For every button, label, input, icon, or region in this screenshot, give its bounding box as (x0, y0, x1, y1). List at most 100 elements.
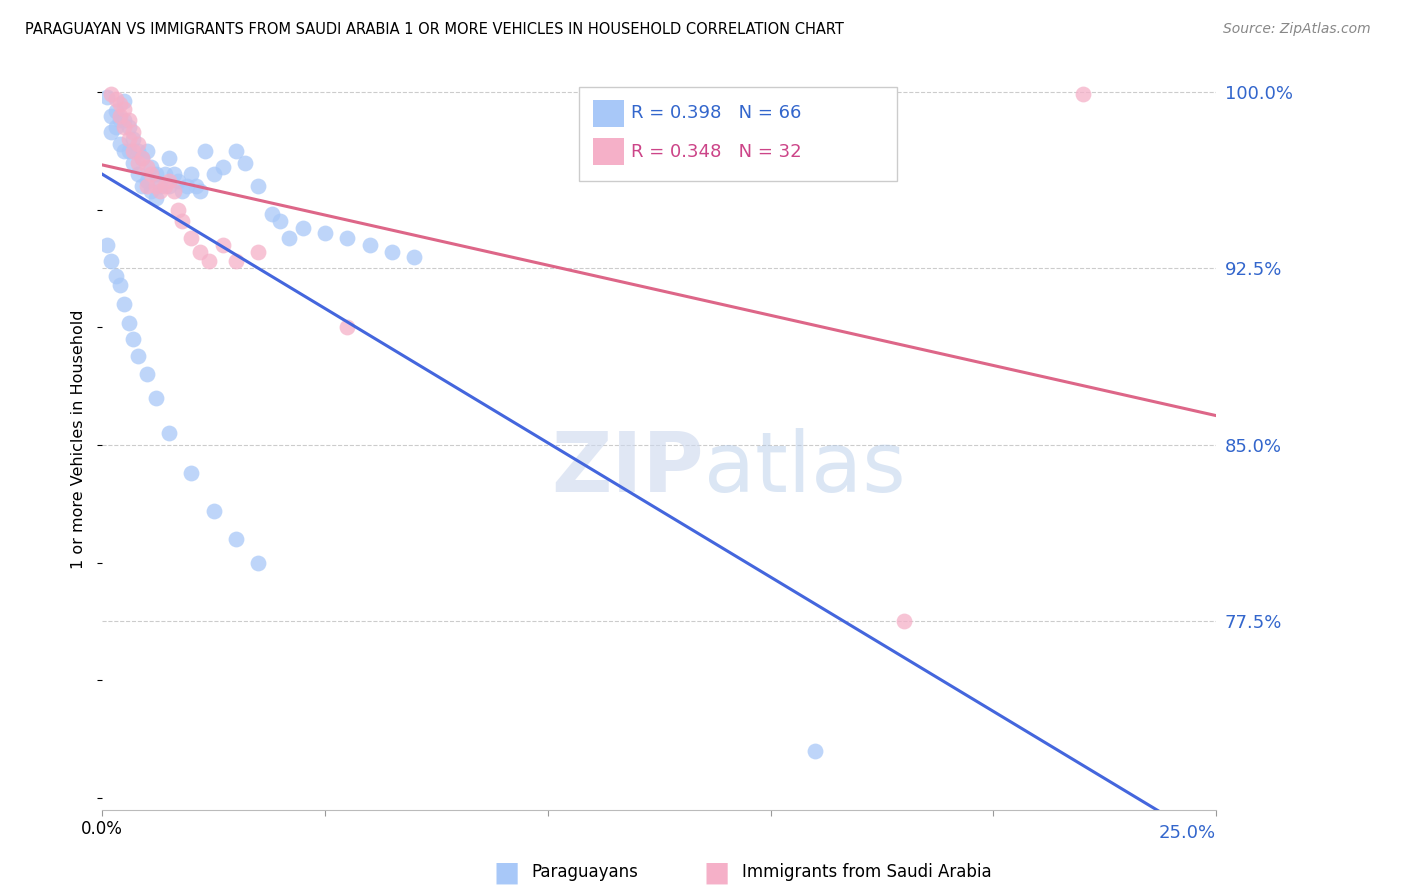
Point (145, 168, 167, 182)
Point (131, 179, 153, 194)
Point (180, 231, 202, 245)
Point (118, 132, 141, 146)
Point (225, 144, 247, 158)
Point (96, 89, 118, 103)
Point (172, 184, 194, 198)
Point (176, 179, 198, 194)
Text: PARAGUAYAN VS IMMIGRANTS FROM SAUDI ARABIA 1 OR MORE VEHICLES IN HOUSEHOLD CORRE: PARAGUAYAN VS IMMIGRANTS FROM SAUDI ARAB… (25, 22, 844, 37)
Point (291, 221, 314, 235)
Point (127, 349, 149, 363)
Point (135, 179, 157, 194)
Point (104, 268, 127, 283)
Point (184, 179, 207, 194)
Point (118, 113, 141, 128)
Text: Immigrants from Saudi Arabia: Immigrants from Saudi Arabia (742, 863, 993, 881)
Point (114, 95, 136, 109)
Point (108, 136, 131, 151)
Point (180, 466, 202, 480)
Point (108, 109, 131, 123)
Point (114, 297, 136, 311)
Point (122, 132, 145, 146)
Point (188, 245, 211, 260)
Point (100, 87, 122, 102)
Point (153, 168, 176, 182)
Point (893, 615, 915, 629)
Point (114, 144, 136, 158)
Text: ZIP: ZIP (551, 428, 704, 509)
Point (225, 532, 247, 546)
Text: atlas: atlas (704, 428, 905, 509)
Point (141, 161, 163, 175)
Point (118, 144, 141, 158)
Point (149, 184, 172, 198)
Point (247, 179, 270, 194)
Point (260, 207, 283, 221)
Point (278, 231, 301, 245)
Point (127, 136, 149, 151)
Point (211, 238, 233, 252)
Point (359, 238, 381, 252)
Point (104, 92, 127, 106)
Point (127, 144, 149, 158)
Point (194, 144, 217, 158)
Text: R = 0.348   N = 32: R = 0.348 N = 32 (631, 143, 801, 161)
Point (172, 214, 194, 228)
Point (141, 168, 163, 182)
Point (211, 161, 233, 175)
Point (131, 151, 153, 165)
Point (100, 109, 122, 123)
Text: Source: ZipAtlas.com: Source: ZipAtlas.com (1223, 22, 1371, 37)
Point (145, 179, 167, 194)
Point (233, 155, 256, 169)
Point (804, 744, 827, 758)
Point (118, 316, 141, 330)
Point (122, 144, 145, 158)
Point (122, 332, 145, 346)
Point (1071, 87, 1094, 102)
Y-axis label: 1 or more Vehicles in Household: 1 or more Vehicles in Household (72, 310, 86, 569)
Point (100, 254, 122, 268)
Point (135, 174, 157, 188)
Point (157, 151, 180, 165)
Point (114, 113, 136, 128)
Point (135, 368, 157, 382)
Point (127, 155, 149, 169)
Point (162, 168, 184, 182)
Point (269, 214, 291, 228)
Point (404, 250, 426, 264)
Point (247, 245, 270, 260)
Point (153, 179, 176, 194)
Point (336, 231, 359, 245)
Point (122, 155, 145, 169)
Point (108, 277, 131, 292)
Text: R = 0.398   N = 66: R = 0.398 N = 66 (631, 104, 801, 122)
Point (131, 151, 153, 165)
Point (149, 179, 172, 194)
Point (135, 161, 157, 175)
Point (104, 120, 127, 135)
Point (157, 426, 180, 441)
Point (198, 254, 221, 268)
Point (145, 191, 167, 205)
Point (202, 504, 225, 518)
Text: Paraguayans: Paraguayans (531, 863, 638, 881)
Point (122, 125, 145, 139)
Point (108, 96, 131, 111)
Point (202, 168, 225, 182)
Point (104, 103, 127, 118)
Point (141, 184, 163, 198)
Point (157, 174, 180, 188)
Point (118, 120, 141, 135)
Point (336, 320, 359, 334)
Point (157, 179, 180, 194)
Point (247, 556, 270, 570)
Point (381, 245, 404, 260)
Point (145, 391, 167, 405)
Point (127, 168, 149, 182)
Point (188, 184, 211, 198)
Point (167, 202, 190, 217)
Point (100, 125, 122, 139)
Point (314, 226, 336, 240)
Point (180, 168, 202, 182)
Point (114, 102, 136, 116)
